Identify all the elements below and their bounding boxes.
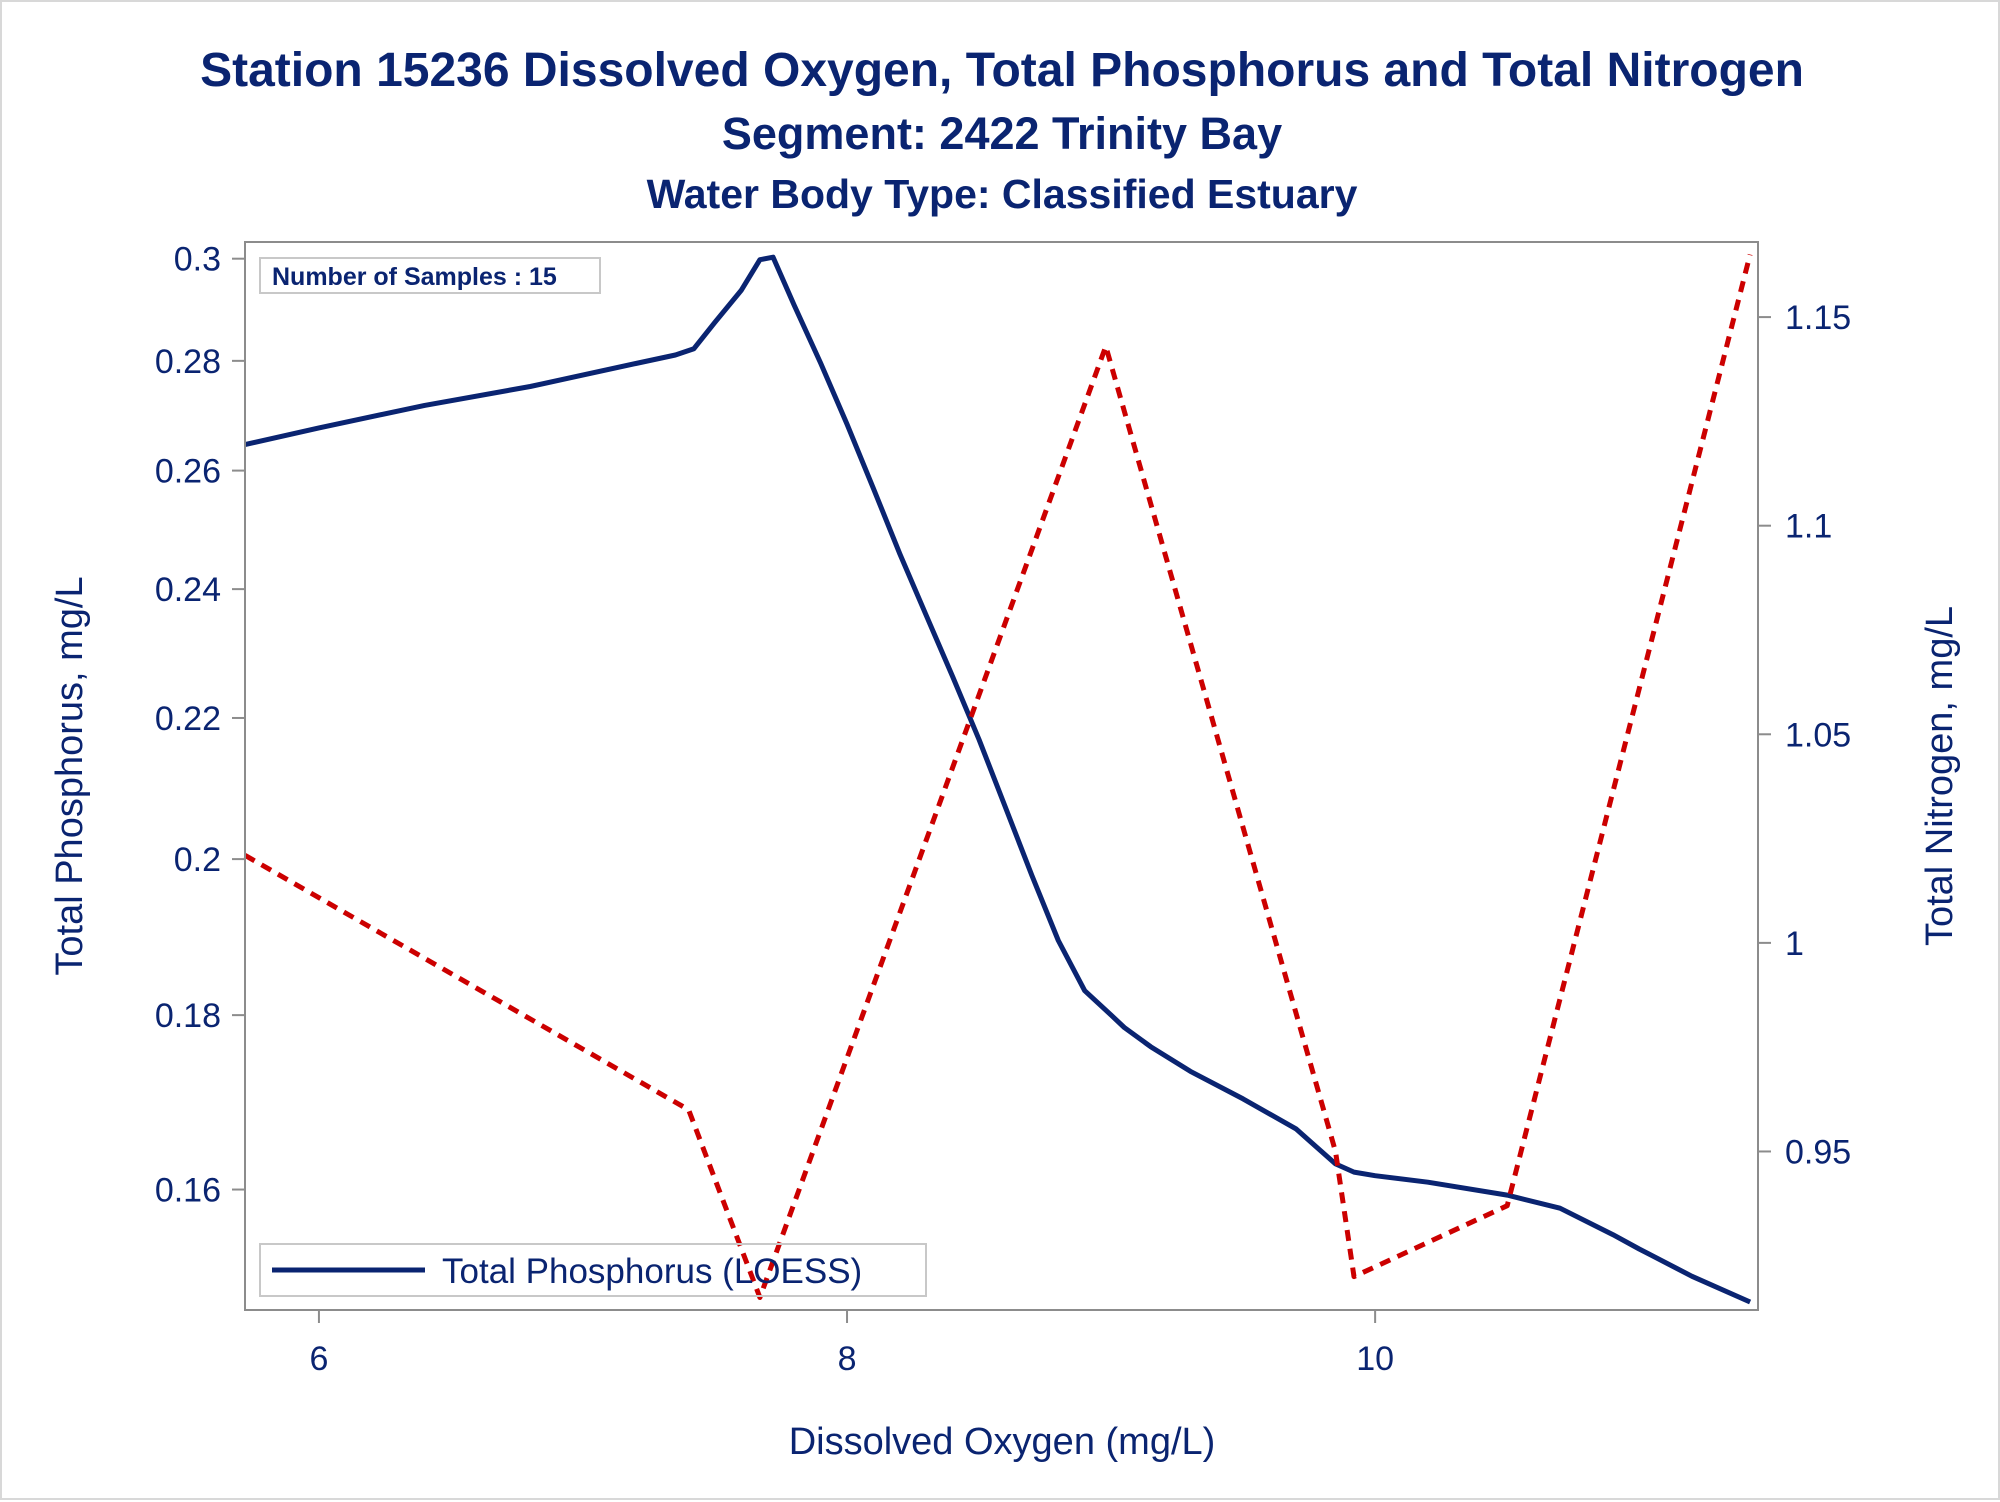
x-axis-title: Dissolved Oxygen (mg/L)	[789, 1421, 1216, 1463]
y2-tick-label: 1.1	[1785, 508, 1832, 546]
series-layer	[243, 253, 1753, 1305]
chart-title: Station 15236 Dissolved Oxygen, Total Ph…	[200, 44, 1804, 97]
axes-layer: 6 8 10 0.16 0.18 0.2 0.22 0.24 0.26 0.28 0.3 0.95 1 1…	[155, 241, 1851, 1378]
chart-subtitle: Segment: 2422 Trinity Bay	[722, 108, 1282, 159]
y-tick-label: 0.22	[155, 700, 221, 738]
x-tick-label: 10	[1356, 1340, 1394, 1378]
phosphorus-series-line	[244, 254, 1752, 1305]
y-tick-label: 0.3	[174, 241, 221, 279]
legend: Total Phosphorus (LOESS)	[259, 1243, 927, 1297]
legend-box	[259, 1243, 927, 1297]
x-tick-label: 8	[838, 1340, 857, 1378]
y2-axis-title: Total Nitrogen, mg/L	[1919, 606, 1961, 946]
y-tick-label: 0.24	[155, 571, 221, 609]
legend-label-phosphorus: Total Phosphorus (LOESS)	[442, 1252, 862, 1291]
chart-subtitle-2: Water Body Type: Classified Estuary	[647, 171, 1358, 217]
y2-tick-label: 1.15	[1785, 299, 1851, 337]
y2-tick-label: 1.05	[1785, 716, 1851, 754]
y-tick-label: 0.16	[155, 1172, 221, 1210]
y-tick-label: 0.2	[174, 841, 221, 879]
y-tick-label: 0.28	[155, 343, 221, 381]
y-tick-label: 0.18	[155, 997, 221, 1035]
sample-count-box	[259, 257, 601, 294]
plot-area-border	[244, 241, 1759, 1311]
y-axis-title: Total Phosphorus, mg/L	[49, 576, 91, 975]
sample-count-text: Number of Samples : 15	[272, 263, 557, 291]
nitrogen-series-line	[243, 253, 1753, 1300]
y2-tick-label: 0.95	[1785, 1133, 1851, 1171]
y-tick-label: 0.26	[155, 453, 221, 491]
x-tick-label: 6	[309, 1340, 328, 1378]
y2-tick-label: 1	[1785, 925, 1804, 963]
sample-count-inset: Number of Samples : 15	[259, 257, 601, 294]
